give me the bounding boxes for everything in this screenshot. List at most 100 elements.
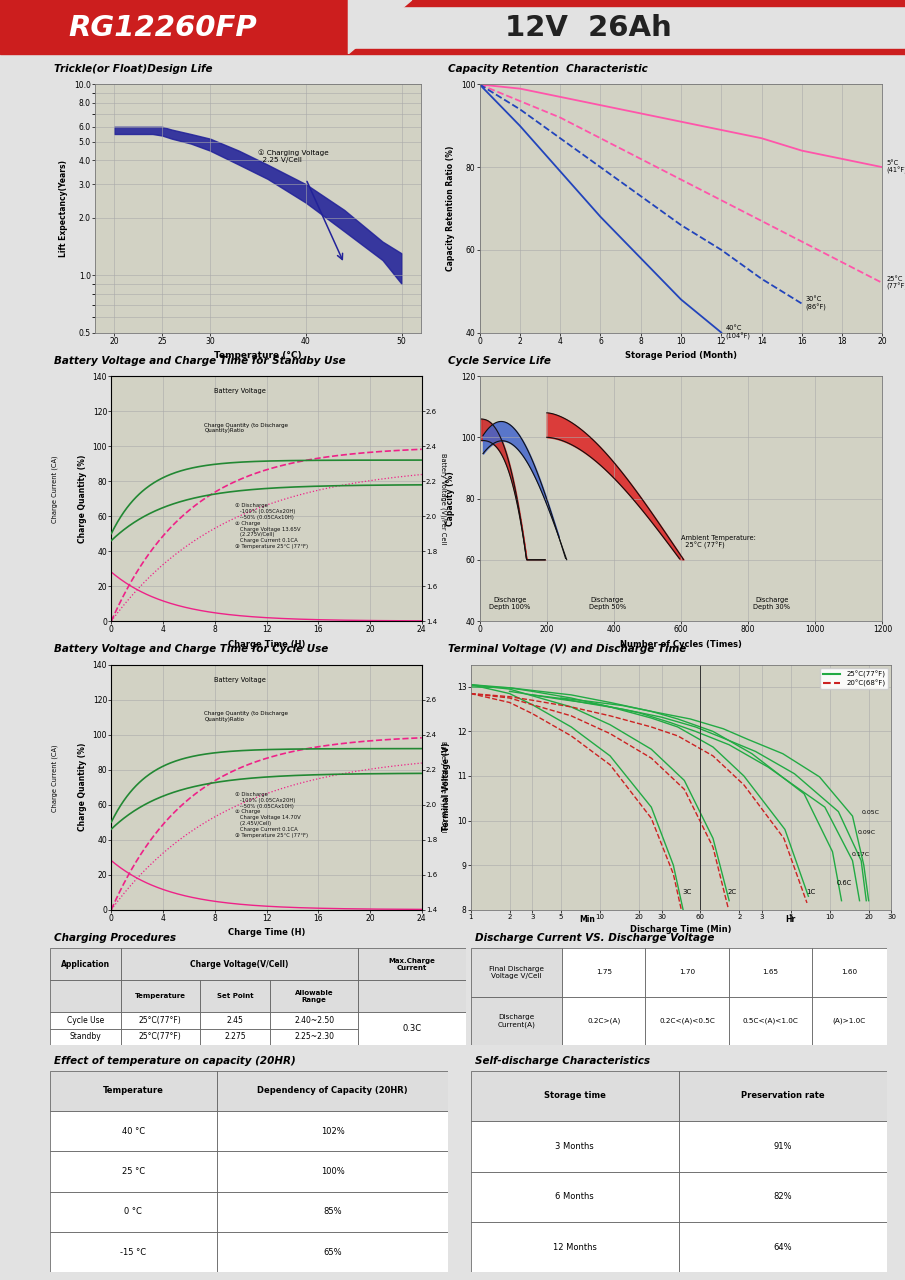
Text: Effect of temperature on capacity (20HR): Effect of temperature on capacity (20HR)	[53, 1056, 296, 1065]
Text: Final Discharge
Voltage V/Cell: Final Discharge Voltage V/Cell	[489, 966, 544, 979]
Text: 2.40~2.50: 2.40~2.50	[294, 1016, 334, 1025]
Bar	[50, 1029, 120, 1046]
Bar	[50, 1152, 217, 1192]
X-axis label: Temperature (°C): Temperature (°C)	[214, 351, 301, 360]
Text: Discharge
Depth 50%: Discharge Depth 50%	[588, 596, 625, 609]
Bar	[471, 1222, 679, 1272]
Text: Capacity Retention  Characteristic: Capacity Retention Characteristic	[448, 64, 648, 74]
Bar	[271, 1012, 357, 1029]
Y-axis label: Capacity (%): Capacity (%)	[446, 471, 455, 526]
Bar	[729, 997, 812, 1046]
Bar	[271, 1029, 357, 1046]
Text: 85%: 85%	[323, 1207, 342, 1216]
Bar	[0, 50, 905, 54]
Text: Self-discharge Characteristics: Self-discharge Characteristics	[475, 1056, 650, 1065]
Text: 40°C
(104°F): 40°C (104°F)	[725, 325, 750, 339]
Text: Hr: Hr	[786, 915, 796, 924]
Bar	[812, 948, 887, 997]
Text: Charge Voltage(V/Cell): Charge Voltage(V/Cell)	[190, 960, 289, 969]
Text: 0.05C: 0.05C	[862, 810, 880, 815]
Text: Charge Current (CA): Charge Current (CA)	[51, 456, 58, 524]
Text: 1.70: 1.70	[679, 969, 695, 975]
Text: 0 °C: 0 °C	[125, 1207, 142, 1216]
Text: 25°C(77°F): 25°C(77°F)	[138, 1016, 182, 1025]
Text: Discharge Current VS. Discharge Voltage: Discharge Current VS. Discharge Voltage	[475, 933, 714, 943]
Bar	[357, 980, 466, 1012]
Text: -15 °C: -15 °C	[120, 1248, 147, 1257]
Bar	[120, 1029, 200, 1046]
Y-axis label: Battery Voltage (V)/Per Cell: Battery Voltage (V)/Per Cell	[441, 741, 447, 833]
Text: 82%: 82%	[774, 1192, 792, 1201]
Text: Charge Quantity (to Discharge
Quantity)Ratio: Charge Quantity (to Discharge Quantity)R…	[205, 712, 289, 722]
Bar	[357, 1012, 466, 1046]
Y-axis label: Terminal Voltage (V): Terminal Voltage (V)	[443, 742, 452, 831]
Text: 2.45: 2.45	[226, 1016, 243, 1025]
Bar	[471, 948, 562, 997]
Text: (A)>1.0C: (A)>1.0C	[833, 1018, 866, 1024]
Bar	[200, 1029, 271, 1046]
Text: Preservation rate: Preservation rate	[741, 1092, 824, 1101]
Bar	[50, 1233, 217, 1272]
Bar	[645, 997, 729, 1046]
Text: 1C: 1C	[806, 890, 815, 895]
Text: 0.2C<(A)<0.5C: 0.2C<(A)<0.5C	[659, 1018, 715, 1024]
Text: ① Discharge
   -100% (0.05CAx20H)
   --50% (0.05CAx10H)
② Charge
   Charge Volta: ① Discharge -100% (0.05CAx20H) --50% (0.…	[235, 503, 309, 549]
Text: 2.25~2.30: 2.25~2.30	[294, 1033, 334, 1042]
Text: 0.3C: 0.3C	[403, 1024, 422, 1033]
Bar	[812, 997, 887, 1046]
Text: ① Charging Voltage
  2.25 V/Cell: ① Charging Voltage 2.25 V/Cell	[258, 148, 329, 163]
Text: 0.5C<(A)<1.0C: 0.5C<(A)<1.0C	[742, 1018, 798, 1024]
Bar	[679, 1171, 887, 1222]
Text: 6 Months: 6 Months	[556, 1192, 594, 1201]
Text: 65%: 65%	[323, 1248, 342, 1257]
Bar	[0, 0, 348, 54]
Bar	[471, 1071, 679, 1121]
Text: 12V  26Ah: 12V 26Ah	[505, 14, 672, 42]
Bar	[271, 980, 357, 1012]
Text: Charge Current (CA): Charge Current (CA)	[51, 745, 58, 812]
Text: Temperature: Temperature	[135, 993, 186, 1000]
Bar	[562, 948, 645, 997]
Text: Discharge
Current(A): Discharge Current(A)	[498, 1014, 536, 1028]
Bar	[50, 1192, 217, 1233]
Text: Max.Charge
Current: Max.Charge Current	[388, 957, 435, 970]
Text: Charge Quantity (to Discharge
Quantity)Ratio: Charge Quantity (to Discharge Quantity)R…	[205, 422, 289, 434]
Text: 102%: 102%	[320, 1126, 345, 1135]
X-axis label: Charge Time (H): Charge Time (H)	[228, 928, 305, 937]
Text: 1.75: 1.75	[595, 969, 612, 975]
Text: Min: Min	[579, 915, 595, 924]
Text: Battery Voltage and Charge Time for Standby Use: Battery Voltage and Charge Time for Stan…	[53, 356, 345, 366]
Text: 64%: 64%	[774, 1243, 792, 1252]
Text: 100%: 100%	[320, 1167, 345, 1176]
Text: 1.65: 1.65	[762, 969, 778, 975]
Text: Temperature: Temperature	[103, 1087, 164, 1096]
Text: 0.09C: 0.09C	[858, 829, 876, 835]
Bar	[50, 1012, 120, 1029]
Text: Application: Application	[61, 960, 110, 969]
Text: 2C: 2C	[728, 890, 737, 895]
Text: 40 °C: 40 °C	[122, 1126, 145, 1135]
Bar	[200, 980, 271, 1012]
Text: Storage time: Storage time	[544, 1092, 605, 1101]
X-axis label: Storage Period (Month): Storage Period (Month)	[625, 351, 737, 360]
Bar	[471, 997, 562, 1046]
Y-axis label: Lift Expectancy(Years): Lift Expectancy(Years)	[60, 160, 69, 257]
Text: 0.2C>(A): 0.2C>(A)	[587, 1018, 621, 1024]
Bar	[679, 1222, 887, 1272]
Bar	[50, 948, 120, 980]
X-axis label: Number of Cycles (Times): Number of Cycles (Times)	[620, 640, 742, 649]
Bar	[120, 1012, 200, 1029]
Text: 1.60: 1.60	[842, 969, 858, 975]
Text: Charging Procedures: Charging Procedures	[53, 933, 176, 943]
Text: 0.17C: 0.17C	[853, 852, 871, 858]
Bar	[0, 0, 905, 6]
Text: Ambient Temperature:
  25°C (77°F): Ambient Temperature: 25°C (77°F)	[681, 535, 756, 549]
Text: Dependency of Capacity (20HR): Dependency of Capacity (20HR)	[257, 1087, 408, 1096]
Text: 5°C
(41°F): 5°C (41°F)	[886, 160, 905, 174]
Text: 3 Months: 3 Months	[556, 1142, 594, 1151]
Bar	[120, 948, 357, 980]
Text: RG12260FP: RG12260FP	[69, 14, 257, 42]
Text: Set Point: Set Point	[216, 993, 253, 1000]
Y-axis label: Charge Quantity (%): Charge Quantity (%)	[78, 454, 87, 543]
Bar	[217, 1152, 448, 1192]
